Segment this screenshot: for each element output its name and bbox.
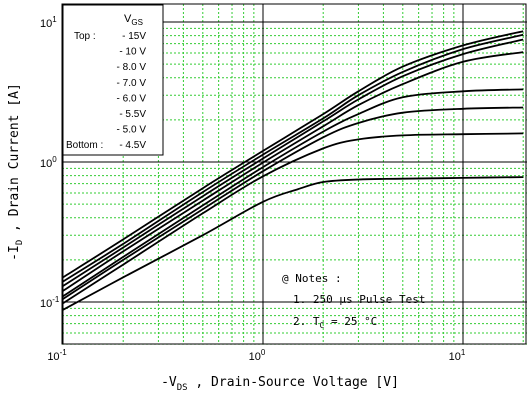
legend: VGS Top : Bottom : - 15V - 10 V - 8.0 V - 7… bbox=[62, 4, 164, 156]
legend-entry-1: - 15V bbox=[122, 31, 146, 42]
series-line-7 bbox=[62, 132, 524, 304]
legend-entry-4: - 7.0 V bbox=[117, 78, 147, 89]
x-axis-label-sub: DS bbox=[177, 383, 188, 393]
notes-line-1: 1. 250 μs Pulse Test bbox=[293, 293, 425, 306]
series-line-8 bbox=[62, 176, 524, 311]
series-line-3 bbox=[62, 38, 524, 287]
legend-entry-7: - 5.0 V bbox=[117, 125, 147, 136]
legend-entry-8: - 4.5V bbox=[119, 140, 146, 151]
y-tick-label-1: 10-1 bbox=[40, 295, 60, 310]
y-axis-label: -ID , Drain Current [A] bbox=[7, 83, 25, 261]
y-axis-label-rest: , Drain Current [A] bbox=[7, 83, 22, 240]
notes-line2-prefix: 2. T bbox=[293, 315, 320, 328]
x-tick-label-1: 10-1 bbox=[47, 348, 67, 363]
y-tick-labels: 10-1 100 101 bbox=[40, 15, 60, 310]
legend-header-sub: GS bbox=[131, 18, 143, 27]
series-line-6 bbox=[62, 106, 524, 300]
legend-entry-3: - 8.0 V bbox=[117, 62, 147, 73]
plot-frame bbox=[61, 3, 527, 345]
notes-line2-rest: = 25 °C bbox=[324, 315, 377, 328]
y-tick-label-3: 101 bbox=[40, 15, 57, 30]
y-axis-label-main: -I bbox=[7, 245, 22, 261]
y-axis-label-sub: D bbox=[15, 240, 25, 245]
legend-entry-2: - 10 V bbox=[119, 47, 146, 58]
series-line-1 bbox=[62, 30, 524, 279]
y-tick-label-2: 100 bbox=[40, 155, 57, 170]
x-tick-label-3: 101 bbox=[449, 348, 466, 363]
legend-entry-5: - 6.0 V bbox=[117, 93, 147, 104]
x-tick-label-2: 100 bbox=[249, 348, 266, 363]
series-line-4 bbox=[62, 51, 524, 292]
legend-header: VGS bbox=[124, 13, 143, 27]
x-axis-label: -VDS , Drain-Source Voltage [V] bbox=[161, 375, 399, 393]
notes-line-2: 2. TC = 25 °C bbox=[293, 315, 377, 330]
notes-line2-sub: C bbox=[320, 321, 325, 330]
legend-top-label: Top : bbox=[74, 31, 96, 42]
legend-entries: - 15V - 10 V - 8.0 V - 7.0 V - 6.0 V - 5.5V - … bbox=[117, 31, 147, 151]
series-line-5 bbox=[62, 88, 524, 297]
x-axis-label-rest: , Drain-Source Voltage [V] bbox=[188, 375, 399, 390]
notes-annotation: @ Notes : 1. 250 μs Pulse Test 2. TC = 2… bbox=[282, 272, 425, 330]
x-tick-labels: 10-1 100 101 bbox=[47, 348, 466, 363]
legend-entry-6: - 5.5V bbox=[119, 109, 146, 120]
legend-bottom-label: Bottom : bbox=[66, 140, 103, 151]
x-axis-label-main: -V bbox=[161, 375, 177, 390]
series-line-2 bbox=[62, 33, 524, 283]
notes-title: @ Notes : bbox=[282, 272, 342, 285]
legend-header-main: V bbox=[124, 13, 132, 25]
curves bbox=[62, 30, 524, 311]
legend-box bbox=[62, 4, 164, 156]
